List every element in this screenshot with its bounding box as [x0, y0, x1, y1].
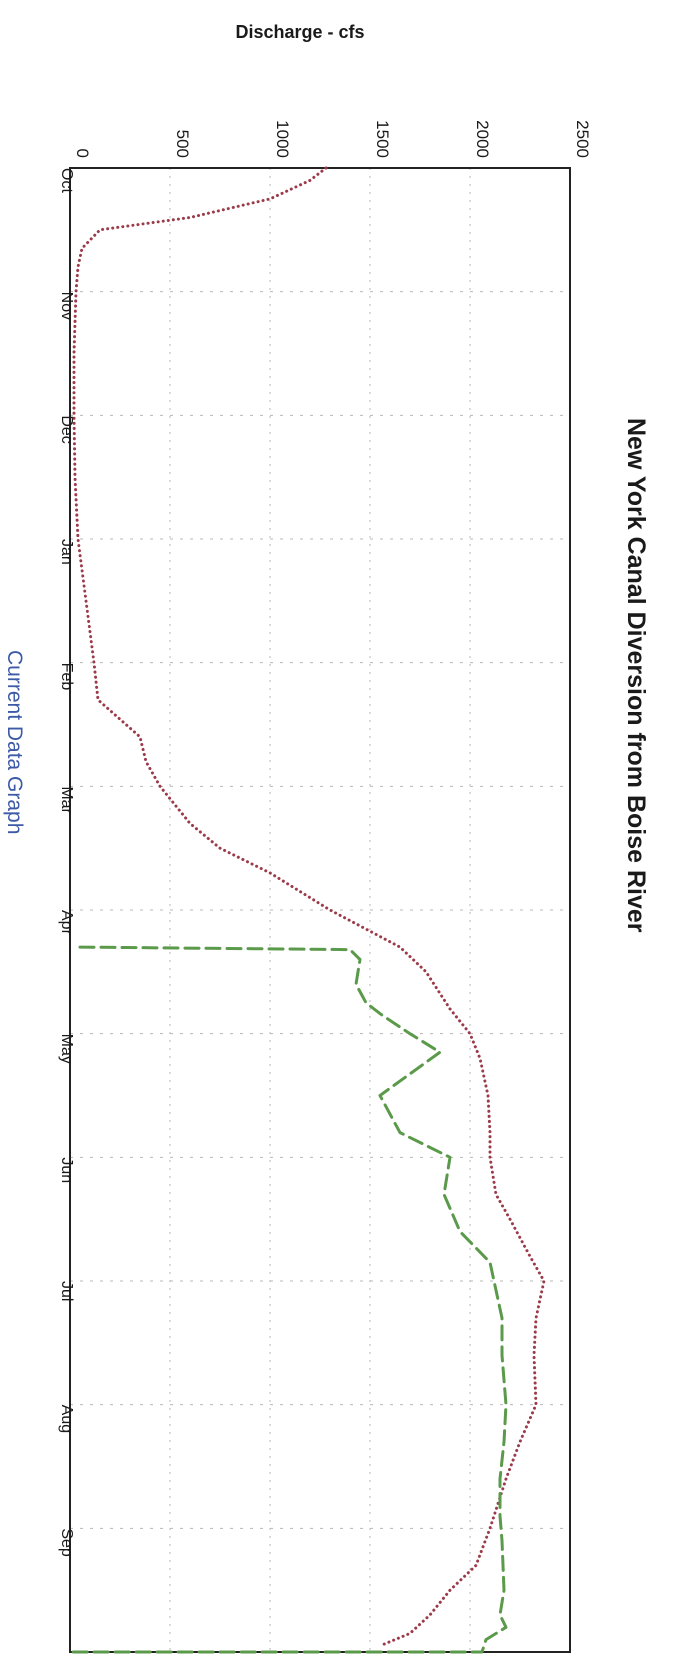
axes-layer — [69, 167, 571, 1653]
grid-layer — [70, 168, 571, 1652]
x-tick-label: Jul — [58, 1281, 75, 1301]
x-tick-labels: Oct Nov Dec Jan Feb Mar Apr May Jun Jul Aug Sep — [58, 168, 75, 1557]
y-tick-label: 500 — [173, 130, 192, 158]
chart-caption: Current Data Graph — [3, 650, 26, 834]
x-tick-label: Oct — [58, 168, 75, 193]
x-tick-label: Aug — [58, 1405, 75, 1433]
x-tick-label: Jun — [58, 1157, 75, 1183]
y-tick-label: 2000 — [473, 120, 492, 158]
x-tick-label: Mar — [58, 786, 75, 814]
series-line-dotted — [72, 166, 546, 1648]
chart-title: New York Canal Diversion from Boise Rive… — [622, 418, 650, 933]
series-line-dashed — [68, 945, 508, 1654]
plot-frame — [69, 167, 571, 1653]
x-tick-label: Dec — [58, 415, 75, 443]
y-tick-label: 1000 — [273, 120, 292, 158]
x-tick-label: Feb — [58, 663, 75, 691]
y-tick-label: 0 — [73, 149, 92, 158]
x-tick-label: Jan — [58, 539, 75, 565]
x-tick-label: Sep — [58, 1528, 75, 1557]
x-tick-label: Apr — [58, 910, 75, 936]
y-axis-label: Discharge - cfs — [235, 22, 364, 42]
series-layer — [68, 166, 546, 1654]
y-tick-label: 1500 — [373, 120, 392, 158]
x-tick-label: May — [58, 1034, 75, 1064]
y-tick-labels: 0 500 1000 1500 2000 2500 — [73, 120, 592, 158]
y-tick-label: 2500 — [573, 120, 592, 158]
x-tick-label: Nov — [58, 292, 75, 320]
